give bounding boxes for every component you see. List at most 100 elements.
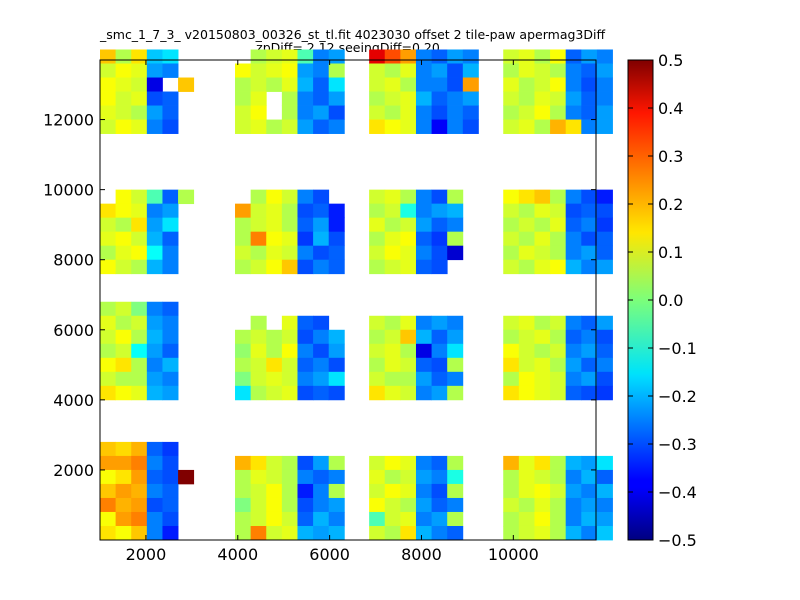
heatmap-cell (115, 203, 132, 219)
heatmap-cell (162, 105, 179, 120)
heatmap-cell (415, 203, 432, 219)
heatmap-cell (503, 343, 520, 359)
heatmap-cell (313, 357, 330, 373)
heatmap-cell (100, 329, 117, 345)
heatmap-cell (565, 357, 582, 373)
heatmap-cell (550, 91, 567, 106)
heatmap-cell (146, 119, 163, 134)
y-tick-label: 4000 (53, 391, 94, 410)
heatmap-cell (447, 385, 464, 401)
heatmap-cell (115, 441, 132, 457)
heatmap-cell (447, 49, 464, 64)
heatmap-cell (518, 203, 535, 219)
heatmap-cell (266, 217, 283, 233)
heatmap-cell (146, 525, 163, 541)
heatmap-cell (281, 245, 298, 261)
heatmap-cell (266, 525, 283, 541)
heatmap-cell (415, 77, 432, 92)
colorbar-tick-label: 0.5 (658, 51, 683, 70)
heatmap-cell (250, 49, 267, 64)
heatmap-cell (162, 441, 179, 457)
heatmap-cell (565, 217, 582, 233)
heatmap-cell (534, 105, 551, 120)
heatmap-cell (596, 329, 613, 345)
heatmap-cell (534, 357, 551, 373)
heatmap-cell (131, 441, 148, 457)
heatmap-cell (503, 525, 520, 541)
heatmap-cell (162, 329, 179, 345)
heatmap-cell (146, 343, 163, 359)
heatmap-cell (281, 105, 298, 120)
heatmap-cell (313, 91, 330, 106)
heatmap-cell (146, 455, 163, 471)
heatmap-cell (534, 231, 551, 247)
heatmap-cell (328, 105, 345, 120)
heatmap-cell (328, 469, 345, 485)
heatmap-cell (115, 511, 132, 527)
heatmap-cell (534, 525, 551, 541)
heatmap-cell (297, 217, 314, 233)
heatmap-cell (565, 189, 582, 205)
heatmap-cell (550, 63, 567, 78)
heatmap-cell (400, 455, 417, 471)
heatmap-cell (235, 77, 252, 92)
heatmap-cell (581, 189, 598, 205)
heatmap-cell (131, 77, 148, 92)
heatmap-cell (100, 231, 117, 247)
heatmap-cell (328, 91, 345, 106)
heatmap-cell (581, 511, 598, 527)
heatmap-cell (400, 119, 417, 134)
heatmap-cell (250, 259, 267, 275)
heatmap-cell (384, 525, 401, 541)
heatmap-cell (431, 105, 448, 120)
heatmap-cell (266, 343, 283, 359)
heatmap-cell (297, 329, 314, 345)
heatmap-cell (534, 497, 551, 513)
heatmap-cell (250, 511, 267, 527)
heatmap-cell (565, 245, 582, 261)
heatmap-cell (447, 511, 464, 527)
heatmap-cell (447, 217, 464, 233)
heatmap-cell (115, 525, 132, 541)
heatmap-cell (431, 385, 448, 401)
heatmap-cell (100, 469, 117, 485)
heatmap-cell (131, 497, 148, 513)
heatmap-cell (250, 203, 267, 219)
heatmap-cell (400, 259, 417, 275)
heatmap-cell (297, 245, 314, 261)
colorbar-ticks: 0.5 0.4 0.3 0.2 0.1 0.0 −0.1 −0.2 −0.3 −0.4 −0.5 (628, 51, 697, 550)
heatmap-cell (518, 49, 535, 64)
heatmap-cell (503, 483, 520, 499)
heatmap-cell (313, 245, 330, 261)
heatmap-cell (518, 217, 535, 233)
heatmap-cell (400, 371, 417, 387)
heatmap-cell (313, 189, 330, 205)
heatmap-cell (550, 329, 567, 345)
heatmap-cell (266, 511, 283, 527)
heatmap-cell (369, 343, 386, 359)
heatmap-cell (297, 259, 314, 275)
heatmap-cell (115, 483, 132, 499)
heatmap-cell (115, 385, 132, 401)
heatmap-cell (384, 49, 401, 64)
y-tick-label: 8000 (53, 251, 94, 270)
heatmap-cell (313, 455, 330, 471)
heatmap-cell (297, 385, 314, 401)
heatmap-cell (503, 357, 520, 373)
heatmap-cell (297, 315, 314, 331)
heatmap-cell (281, 371, 298, 387)
heatmap-cell (115, 231, 132, 247)
heatmap-cell (131, 119, 148, 134)
heatmap-cell (115, 371, 132, 387)
heatmap-cell (162, 315, 179, 331)
heatmap-cell (431, 483, 448, 499)
heatmap-cell (565, 385, 582, 401)
heatmap-cell (503, 245, 520, 261)
heatmap-cell (115, 497, 132, 513)
heatmap-cell (115, 469, 132, 485)
heatmap-cell (415, 385, 432, 401)
y-tick-label: 6000 (53, 321, 94, 340)
heatmap-cell (415, 455, 432, 471)
heatmap-cell (550, 385, 567, 401)
heatmap-cell (596, 385, 613, 401)
